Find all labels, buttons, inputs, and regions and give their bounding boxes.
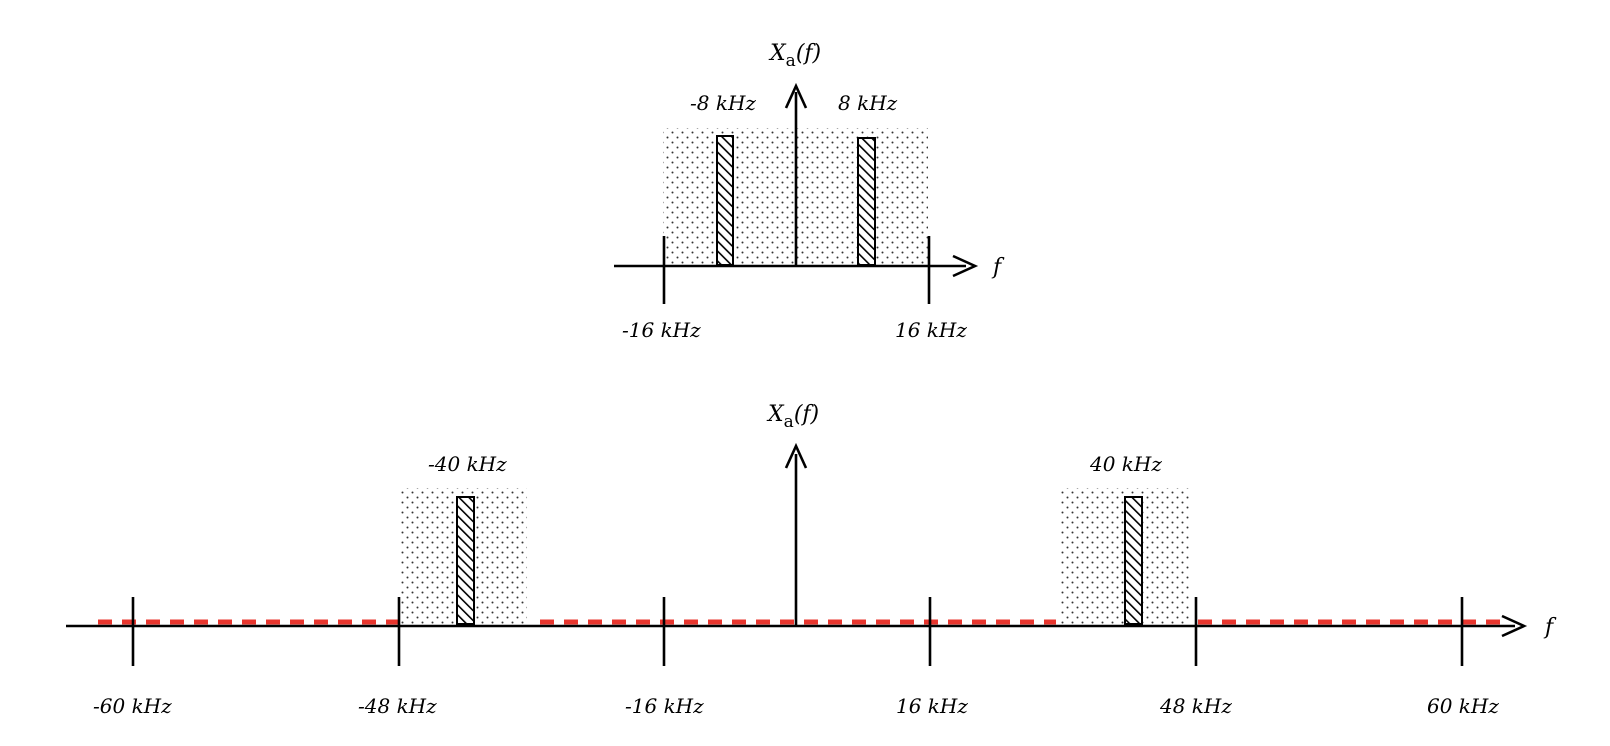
bottom-tone-bar-neg bbox=[456, 496, 475, 625]
bottom-plot: Xa(f) f -40 kHz 40 kHz -60 kHz -48 kHz -… bbox=[66, 402, 1557, 718]
bottom-tone-label-pos: 40 kHz bbox=[1089, 452, 1162, 476]
top-plot: Xa(f) f -8 kHz 8 kHz -16 kHz 16 kHz bbox=[614, 41, 1005, 342]
top-y-label: Xa(f) bbox=[768, 41, 821, 71]
top-tick-label-pos16: 16 kHz bbox=[895, 318, 967, 342]
bottom-tick-label-neg48: -48 kHz bbox=[358, 694, 437, 718]
bottom-y-label: Xa(f) bbox=[766, 402, 819, 432]
bottom-tick-label-neg60: -60 kHz bbox=[93, 694, 172, 718]
top-y-axis-arrowhead bbox=[784, 82, 808, 109]
top-tone-label-neg: -8 kHz bbox=[690, 91, 756, 115]
top-tone-label-pos: 8 kHz bbox=[838, 91, 898, 115]
top-tone-bar-neg bbox=[716, 135, 734, 266]
bottom-tick-label-pos48: 48 kHz bbox=[1159, 694, 1232, 718]
bottom-tone-label-neg: -40 kHz bbox=[428, 452, 507, 476]
bottom-tick-label-pos16: 16 kHz bbox=[896, 694, 968, 718]
top-x-label: f bbox=[991, 255, 1005, 280]
bottom-tick-label-neg16: -16 kHz bbox=[625, 694, 704, 718]
bottom-x-label: f bbox=[1543, 615, 1557, 640]
bottom-x-axis-arrowhead bbox=[1501, 614, 1528, 638]
bottom-tone-bar-pos bbox=[1124, 496, 1143, 625]
bottom-tick-label-pos60: 60 kHz bbox=[1427, 694, 1499, 718]
top-tone-bar-pos bbox=[857, 137, 876, 266]
top-tick-label-neg16: -16 kHz bbox=[622, 318, 701, 342]
bottom-y-axis-arrowhead bbox=[784, 442, 808, 469]
top-x-axis-arrowhead bbox=[952, 254, 979, 278]
